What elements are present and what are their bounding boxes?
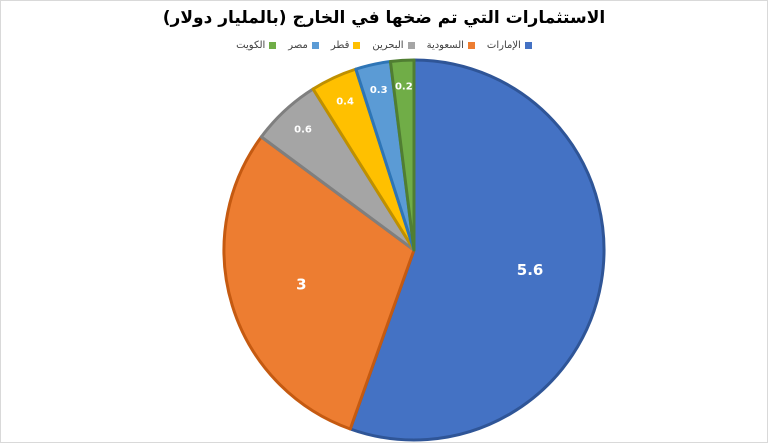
legend-swatch	[407, 42, 415, 49]
legend-item: مصر	[288, 40, 319, 51]
pie-data-label: 0.4	[336, 96, 354, 107]
legend-label: الإمارات	[486, 40, 521, 51]
pie-data-labels: 5.6 3 0.6 0.4 0.3 0.2	[294, 81, 543, 293]
legend-label: مصر	[288, 40, 308, 51]
legend-item: قطر	[331, 40, 361, 51]
legend-item: الكويت	[236, 40, 277, 51]
legend-item: السعودية	[427, 40, 475, 51]
legend-swatch	[353, 42, 361, 49]
pie-data-label: 0.3	[370, 85, 388, 96]
legend-swatch	[269, 42, 277, 49]
legend-swatch	[524, 42, 532, 49]
pie-data-label: 5.6	[517, 261, 544, 279]
pie-slice	[388, 58, 416, 252]
pie-slices	[222, 58, 606, 442]
legend-label: السعودية	[426, 40, 464, 51]
legend-item: الإمارات	[487, 40, 532, 51]
pie-data-label: 3	[296, 275, 306, 293]
pie-slice	[348, 58, 606, 442]
chart-legend: الإمارات السعودية البحرين قطر مصر الكويت	[0, 40, 768, 51]
legend-label: الكويت	[236, 40, 266, 51]
pie-data-label: 0.2	[395, 81, 413, 92]
legend-swatch	[311, 42, 319, 49]
pie-data-label: 0.6	[294, 125, 312, 136]
legend-label: البحرين	[372, 40, 404, 51]
legend-item: البحرين	[372, 40, 415, 51]
chart-title: الاستثمارات التي تم ضخها في الخارج (بالم…	[162, 8, 606, 28]
legend-label: قطر	[330, 40, 350, 51]
legend-swatch	[467, 42, 475, 49]
pie-slice	[222, 135, 416, 431]
